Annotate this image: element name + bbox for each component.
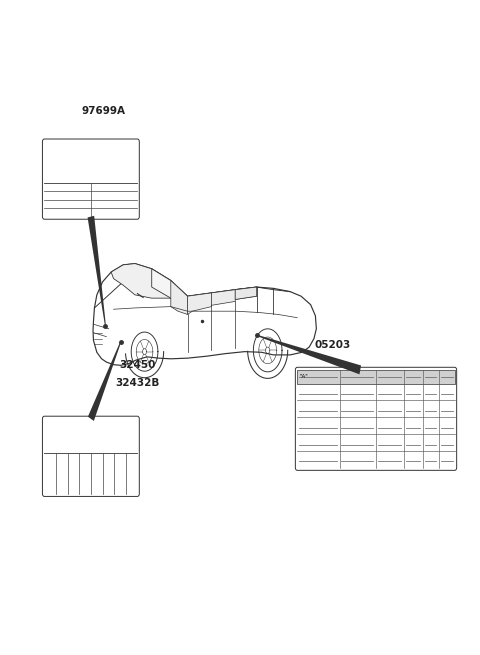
Polygon shape	[87, 215, 106, 326]
Text: "A": "A"	[300, 374, 309, 379]
FancyBboxPatch shape	[42, 416, 139, 496]
Polygon shape	[171, 280, 188, 314]
Polygon shape	[211, 290, 235, 305]
Polygon shape	[152, 269, 257, 307]
Polygon shape	[88, 341, 121, 421]
Polygon shape	[111, 263, 171, 298]
Polygon shape	[188, 293, 211, 314]
Bar	[297, 370, 455, 384]
Text: 05203: 05203	[315, 341, 351, 350]
Polygon shape	[257, 335, 361, 374]
FancyBboxPatch shape	[295, 367, 456, 470]
FancyBboxPatch shape	[42, 139, 139, 219]
Text: 97699A: 97699A	[82, 105, 126, 115]
Text: 32450: 32450	[119, 360, 156, 370]
Polygon shape	[235, 287, 257, 299]
Text: 32432B: 32432B	[115, 377, 159, 388]
